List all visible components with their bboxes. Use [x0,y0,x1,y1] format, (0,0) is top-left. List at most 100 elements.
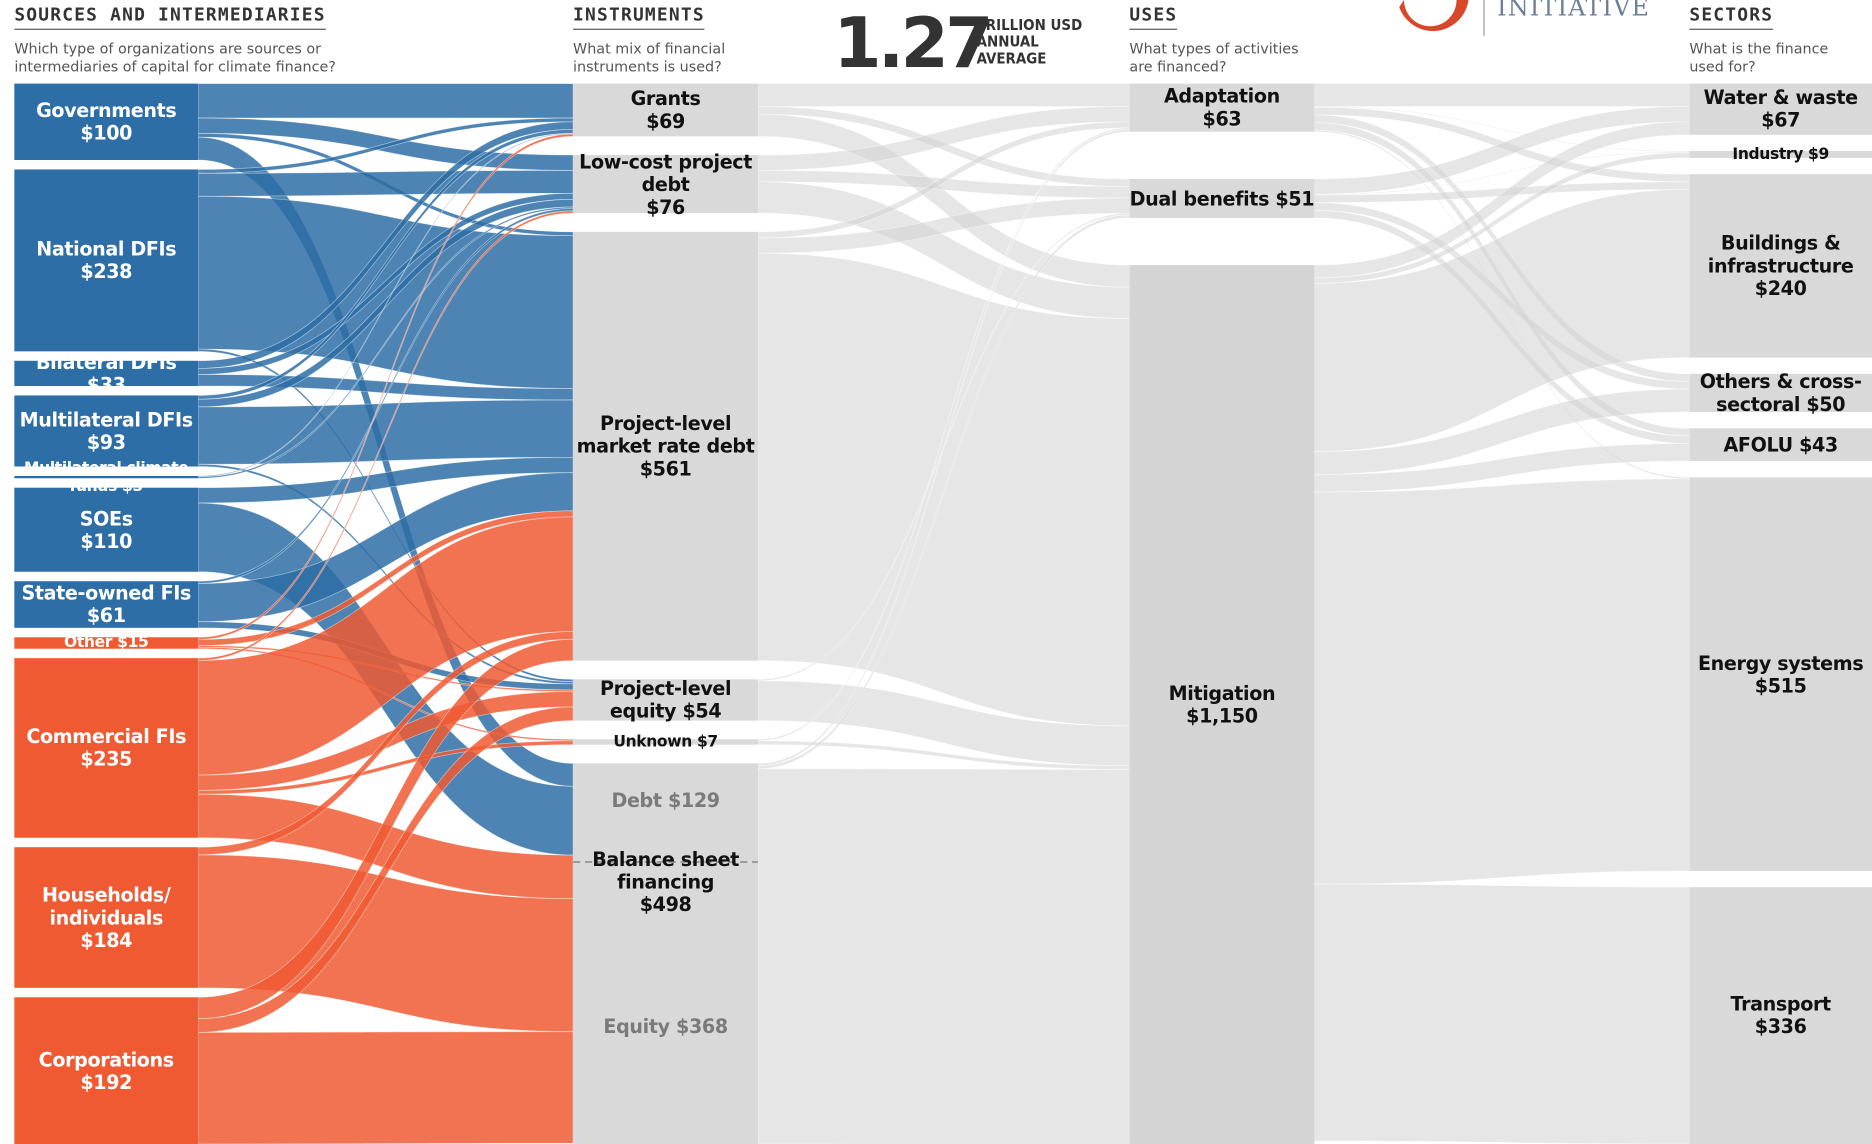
node-name: Balance sheet financing [592,847,739,894]
node-label-text: Project-level market rate debt $561 [573,412,758,480]
part-name: Equity [603,1015,670,1038]
node-value: $498 [639,893,692,916]
node-label-text: Energy systems $515 [1697,651,1864,696]
flow-link [197,706,574,1033]
flow-link [197,1031,574,1144]
node-label-text: Grants $69 [631,87,701,132]
node-value: $69 [646,109,685,133]
node [14,83,199,161]
node-label: Unknown $7 [573,733,758,751]
node-label-text: State-owned FIs $61 [14,582,198,627]
column-title: SECTORS [1689,4,1774,30]
node-name: Households/ individuals [42,883,171,929]
node-label-text: Water & waste $67 [1704,87,1858,132]
node-name: Grants [630,87,701,110]
node-label: Transport $336 [1689,887,1872,1144]
node-value: $240 [1754,277,1807,300]
node [1689,477,1872,871]
node-label: Project-level market rate debt $561 [573,232,758,661]
node-label-text: Unknown $7 [613,733,718,751]
node-label: AFOLU $43 [1689,428,1872,461]
node-label-text: Dual benefits $51 [1130,187,1315,210]
node-label: Industry $9 [1689,145,1872,163]
part-label: Debt $129 [573,763,758,838]
node [14,847,199,988]
node-label: Households/ individuals $184 [14,847,198,988]
flow-link [197,638,574,1020]
node-label: Dual benefits $51 [1129,179,1315,218]
node [14,997,199,1144]
part-label-text: Equity $368 [603,1015,728,1038]
node-label-text: Low-cost project debt $76 [573,150,758,218]
node-label-text: Adaptation $63 [1164,85,1280,130]
node-name: National DFIs [36,237,177,261]
node-value: $561 [639,457,692,481]
node-label: Others & cross-sectoral $50 [1689,370,1872,415]
node [1689,151,1872,158]
flow-link [197,210,574,661]
node-name: Multilateral DFIs [19,408,194,431]
node-label-text: Corporations $192 [38,1047,175,1094]
node-name: Commercial FIs [26,725,187,748]
node [14,487,199,572]
node-label: SOEs $110 [14,488,198,572]
logo-mark [1399,0,1469,32]
node [1689,174,1872,358]
node-value: $336 [1754,1015,1807,1039]
flow-link [1314,443,1690,493]
node-name: Mitigation [1168,681,1276,705]
part-name: Debt [611,789,662,813]
node [1689,887,1872,1144]
node-label-text: Balance sheet financing $498 [573,848,758,916]
node-label: Water & waste $67 [1689,84,1872,135]
node-label: Balance sheet financing $498 [573,848,758,932]
node-value: $238 [80,260,133,284]
node-value: $1,150 [1186,704,1258,728]
node-label: Other $15 [14,634,198,652]
node-label: Commercial FIs $235 [14,658,198,838]
flow-link [1314,478,1690,885]
node-label: Corporations $192 [14,997,198,1144]
node-name: Energy systems [1697,651,1864,675]
node-label-text: Multilateral climate funds $3 [14,459,198,495]
node-name: Governments [36,99,177,122]
node [1689,373,1872,413]
node [1689,428,1872,462]
node-label-text: Multilateral DFIs $93 [19,408,194,453]
node-label-text: Other $15 [64,634,149,652]
node-name: Others & cross-sectoral [1699,370,1862,416]
node-value: $67 [1761,109,1801,132]
node-label-text: Mitigation $1,150 [1169,682,1276,727]
node-value: $33 [86,373,126,397]
node-value: $235 [80,747,133,771]
column-title: USES [1129,4,1178,30]
node-label: Grants $69 [573,84,758,137]
node-name: Unknown [613,733,692,751]
node [573,231,759,661]
node-label: Mitigation $1,150 [1129,265,1314,1144]
node-value: $50 [1806,392,1846,416]
node-label: Multilateral DFIs $93 [14,395,198,466]
part-value: $129 [667,789,720,813]
flow-link [197,399,574,465]
node-value: $192 [80,1070,133,1094]
node-name: Low-cost project debt [579,150,753,196]
node [573,739,759,745]
node-label: Low-cost project debt $76 [573,150,758,218]
node-name: Project-level equity [599,677,732,723]
flow-link [197,169,574,197]
node-value: $54 [682,699,722,723]
node-name: Adaptation [1163,84,1280,108]
flow-link [197,133,574,640]
node-name: Dual benefits [1129,187,1270,210]
node-value: $3 [122,477,143,496]
node-value: $100 [80,121,133,145]
node-name: Corporations [38,1047,175,1071]
node [573,763,759,1144]
node-label-text: SOEs $110 [80,507,133,552]
node-label-text: Bilateral DFIs $33 [14,351,198,396]
node-name: SOEs [79,507,133,530]
total-unit: TRILLION USD ANNUAL AVERAGE [976,15,1083,67]
